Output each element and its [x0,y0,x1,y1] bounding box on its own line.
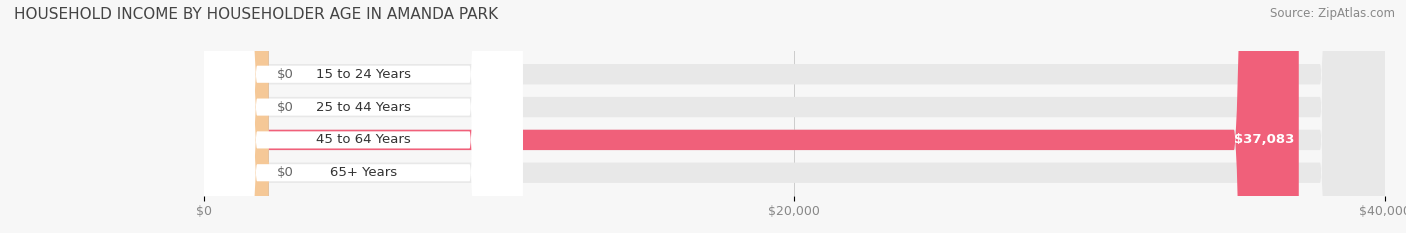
FancyBboxPatch shape [204,0,1385,233]
Text: $0: $0 [277,101,294,113]
FancyBboxPatch shape [204,0,523,233]
FancyBboxPatch shape [204,0,269,233]
FancyBboxPatch shape [204,0,1385,233]
Text: 45 to 64 Years: 45 to 64 Years [316,134,411,146]
FancyBboxPatch shape [204,0,1299,233]
Text: Source: ZipAtlas.com: Source: ZipAtlas.com [1270,7,1395,20]
Text: 15 to 24 Years: 15 to 24 Years [316,68,411,81]
FancyBboxPatch shape [204,0,1385,233]
Text: $0: $0 [277,68,294,81]
FancyBboxPatch shape [204,0,269,233]
FancyBboxPatch shape [204,0,523,233]
Text: $37,083: $37,083 [1233,134,1294,146]
Text: 25 to 44 Years: 25 to 44 Years [316,101,411,113]
FancyBboxPatch shape [204,0,523,233]
FancyBboxPatch shape [204,0,1385,233]
Text: 65+ Years: 65+ Years [330,166,396,179]
FancyBboxPatch shape [204,0,523,233]
Text: HOUSEHOLD INCOME BY HOUSEHOLDER AGE IN AMANDA PARK: HOUSEHOLD INCOME BY HOUSEHOLDER AGE IN A… [14,7,498,22]
FancyBboxPatch shape [204,0,269,233]
Text: $0: $0 [277,166,294,179]
